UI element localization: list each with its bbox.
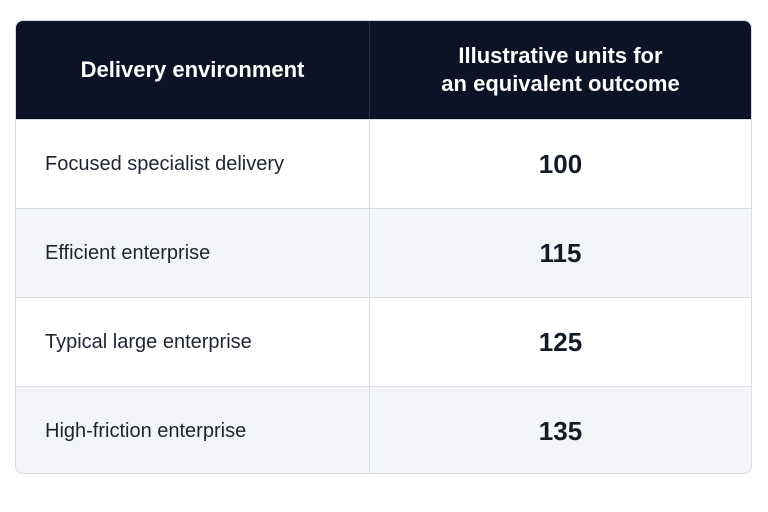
table-row-1-units: 100	[369, 119, 751, 208]
row-3-environment-label: Typical large enterprise	[45, 330, 252, 353]
row-2-environment-label: Efficient enterprise	[45, 241, 211, 264]
table-row-4-units: 135	[369, 386, 751, 473]
header-illustrative-units-label: Illustrative units for an equivalent out…	[441, 43, 680, 96]
header-delivery-environment: Delivery environment	[16, 21, 369, 119]
row-1-units-value: 100	[538, 148, 583, 179]
row-4-units-value: 135	[538, 415, 583, 446]
table-row-4-environment: High-friction enterprise	[16, 386, 369, 473]
table-grid: Delivery environment Illustrative units …	[16, 21, 751, 473]
comparison-table: Delivery environment Illustrative units …	[15, 20, 752, 474]
table-row-2-environment: Efficient enterprise	[16, 208, 369, 297]
table-row-1-environment: Focused specialist delivery	[16, 119, 369, 208]
header-delivery-environment-label: Delivery environment	[80, 57, 305, 82]
row-2-units-value: 115	[539, 237, 582, 268]
header-illustrative-units: Illustrative units for an equivalent out…	[369, 21, 751, 119]
table-row-3-units: 125	[369, 297, 751, 386]
table-row-3-environment: Typical large enterprise	[16, 297, 369, 386]
row-1-environment-label: Focused specialist delivery	[45, 152, 284, 175]
table-row-2-units: 115	[369, 208, 751, 297]
row-4-environment-label: High-friction enterprise	[45, 419, 247, 442]
row-3-units-value: 125	[538, 326, 583, 357]
